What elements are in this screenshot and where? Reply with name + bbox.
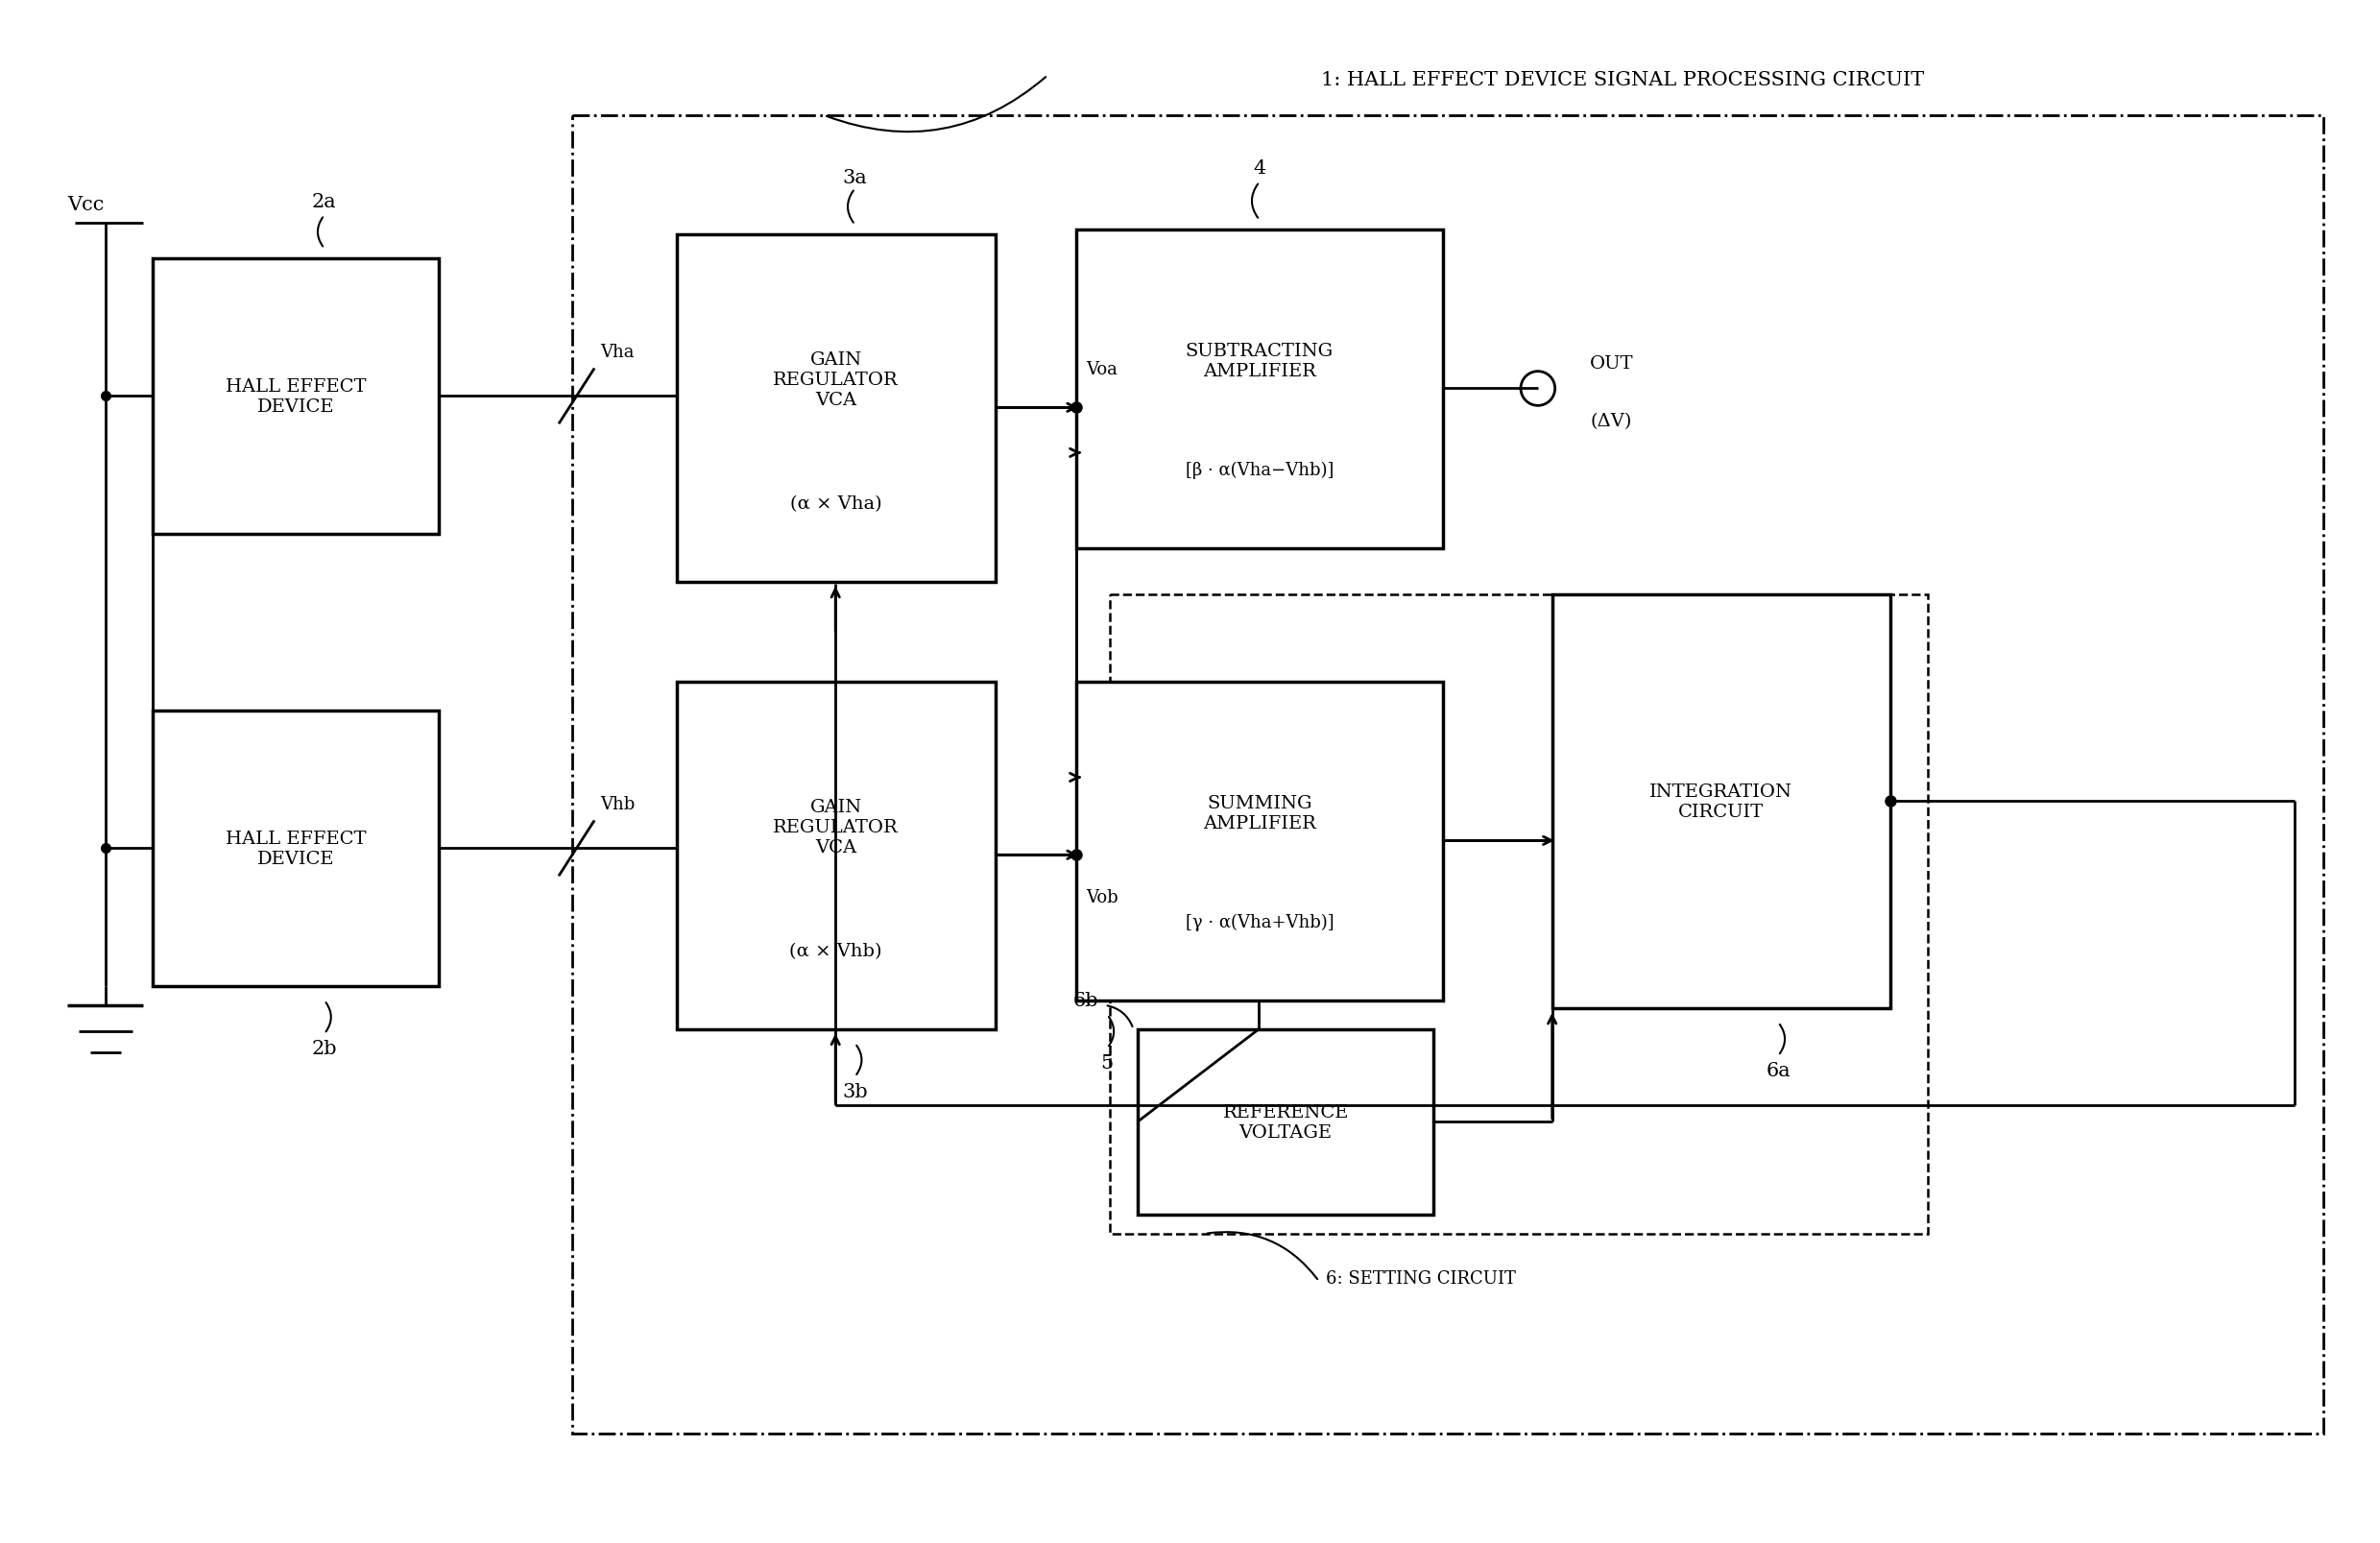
Text: 6: SETTING CIRCUIT: 6: SETTING CIRCUIT [1326,1270,1516,1287]
Text: (α × Vhb): (α × Vhb) [790,943,883,960]
Bar [1138,1029,1433,1214]
Text: INTEGRATION
CIRCUIT: INTEGRATION CIRCUIT [1649,782,1792,819]
Text: Vhb: Vhb [600,795,635,813]
Text: (α × Vha): (α × Vha) [790,495,883,512]
Text: Voa: Voa [1085,361,1116,378]
Text: 2a: 2a [312,193,336,211]
Text: 4: 4 [1254,159,1266,177]
Text: [γ · α(Vha+Vhb)]: [γ · α(Vha+Vhb)] [1185,913,1333,930]
Text: [β · α(Vha−Vhb)]: [β · α(Vha−Vhb)] [1185,461,1333,480]
Text: SUBTRACTING
AMPLIFIER: SUBTRACTING AMPLIFIER [1185,343,1333,380]
Text: (ΔV): (ΔV) [1590,414,1633,430]
Text: REFERENCE
VOLTAGE: REFERENCE VOLTAGE [1223,1103,1349,1140]
Text: 6a: 6a [1766,1062,1790,1079]
Text: 3a: 3a [843,168,866,187]
Text: Vcc: Vcc [67,196,105,213]
Bar [1076,230,1442,549]
Text: GAIN
REGULATOR
VCA: GAIN REGULATOR VCA [774,799,900,856]
Bar [676,235,995,582]
Text: Vob: Vob [1085,889,1119,906]
Bar [152,259,438,534]
Text: OUT: OUT [1590,355,1635,372]
Text: 1: HALL EFFECT DEVICE SIGNAL PROCESSING CIRCUIT: 1: HALL EFFECT DEVICE SIGNAL PROCESSING … [1321,71,1923,89]
Bar [1109,594,1928,1234]
Text: 2b: 2b [312,1038,338,1057]
Bar [152,711,438,986]
Bar [676,682,995,1029]
Text: Vha: Vha [600,343,635,361]
Bar [1076,682,1442,1001]
Text: HALL EFFECT
DEVICE: HALL EFFECT DEVICE [226,830,367,867]
Text: GAIN
REGULATOR
VCA: GAIN REGULATOR VCA [774,352,900,409]
Text: 5: 5 [1102,1054,1114,1072]
Bar [571,116,2323,1433]
Text: 6b: 6b [1073,992,1100,1009]
Text: 3b: 3b [843,1082,869,1100]
Bar [1552,594,1890,1009]
Text: HALL EFFECT
DEVICE: HALL EFFECT DEVICE [226,378,367,415]
Text: SUMMING
AMPLIFIER: SUMMING AMPLIFIER [1202,795,1316,832]
